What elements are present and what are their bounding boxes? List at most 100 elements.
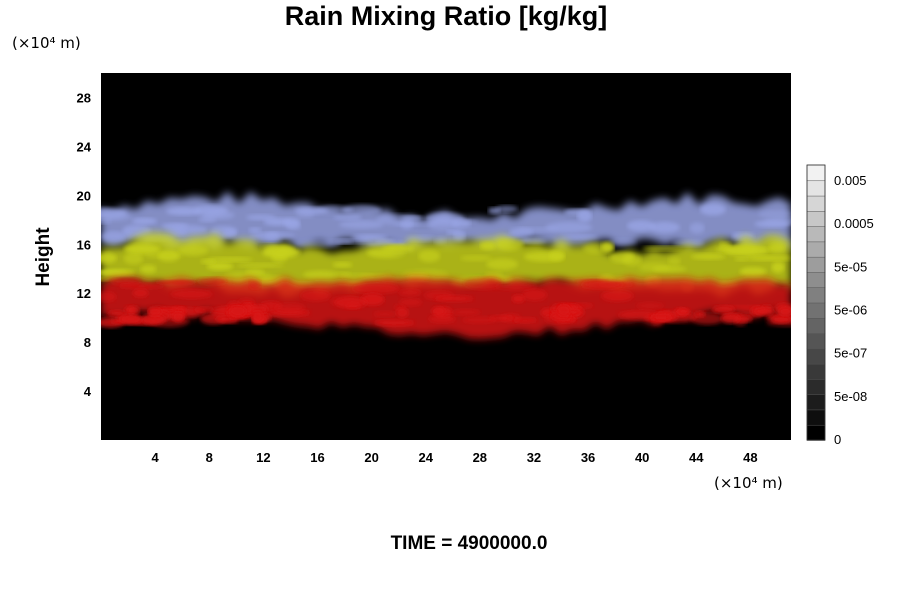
cloud-texture (110, 278, 141, 286)
cloud-texture (724, 245, 769, 256)
cloud-texture (453, 229, 466, 242)
y-tick-label: 8 (84, 335, 91, 350)
cloud-texture (485, 272, 503, 278)
colorbar-label: 5e-06 (834, 303, 867, 318)
cloud-texture (119, 314, 143, 325)
colorbar-swatch (806, 409, 826, 426)
colorbar-label: 5e-08 (834, 389, 867, 404)
y-tick-label: 12 (77, 286, 91, 301)
cloud-texture (351, 234, 388, 241)
colorbar-label: 0.0005 (834, 216, 874, 231)
colorbar-swatch (806, 241, 826, 258)
x-tick-label: 16 (310, 450, 324, 465)
colorbar: 0.005 0.0005 5e-05 5e-06 5e-07 5e-08 0 (806, 164, 874, 447)
y-tick-label: 28 (77, 90, 91, 105)
cloud-texture (400, 219, 414, 230)
x-tick-label: 28 (473, 450, 487, 465)
cloud-texture (720, 313, 741, 324)
cloud-texture (251, 311, 264, 323)
cloud-texture (758, 210, 791, 219)
cloud-texture (260, 243, 278, 250)
cloud-texture (206, 262, 234, 271)
cloud-texture (140, 264, 157, 274)
cloud-texture (667, 257, 681, 266)
cloud-texture (431, 306, 446, 316)
cloud-texture (178, 245, 209, 256)
cloud-texture (693, 311, 706, 318)
colorbar-swatch (806, 210, 826, 227)
x-tick-label: 48 (743, 450, 757, 465)
cloud-texture (601, 290, 634, 302)
colorbar-swatch (806, 424, 826, 441)
cloud-texture (494, 283, 539, 291)
cloud-texture (626, 220, 655, 232)
cloud-texture (434, 295, 475, 302)
colorbar-swatch (806, 225, 826, 243)
x-tick-label: 40 (635, 450, 649, 465)
cloud-texture (560, 234, 599, 240)
cloud-texture (132, 288, 149, 298)
cloud-texture (141, 313, 166, 325)
cloud-texture (118, 283, 165, 289)
cloud-texture (172, 311, 185, 323)
cloud-texture (649, 221, 680, 233)
cloud-texture (488, 207, 501, 214)
cloud-texture (207, 257, 253, 262)
cloud-texture (672, 240, 704, 247)
cloud-texture (496, 238, 524, 251)
x-tick-label: 32 (527, 450, 541, 465)
cloud-texture (373, 319, 416, 326)
colorbar-swatch (806, 332, 826, 350)
cloud-texture (609, 251, 635, 263)
cloud-texture (580, 280, 624, 289)
cloud-texture (123, 252, 144, 265)
cloud-texture (652, 266, 687, 272)
colorbar-frame (806, 164, 826, 441)
cloud-texture (700, 203, 726, 216)
cloud-texture (161, 223, 189, 229)
chart-title: Rain Mixing Ratio [kg/kg] (285, 1, 608, 31)
cloud-texture (649, 314, 673, 321)
time-label: TIME = 4900000.0 (391, 533, 548, 554)
cloud-texture (249, 280, 261, 290)
x-tick-label: 24 (418, 450, 433, 465)
cloud-texture (127, 305, 140, 316)
cloud-texture (101, 270, 128, 275)
cloud-texture (511, 294, 525, 303)
cloud-texture (294, 207, 329, 215)
cloud-texture (229, 305, 247, 317)
cloud-texture (463, 277, 503, 290)
colorbar-swatch (806, 195, 826, 212)
y-axis-label: Height (33, 227, 54, 287)
x-tick-label: 44 (689, 450, 704, 465)
cloud-texture (479, 242, 496, 250)
cloud-texture (249, 232, 296, 239)
cloud-texture (400, 215, 424, 220)
cloud-texture (778, 307, 791, 316)
colorbar-swatch (806, 393, 826, 411)
x-unit-label: (×10⁴ m) (714, 474, 783, 492)
plot-area (101, 73, 791, 440)
cloud-texture (248, 227, 262, 233)
x-tick-label: 12 (256, 450, 270, 465)
cloud-texture (154, 280, 198, 285)
colorbar-swatch (806, 378, 826, 395)
cloud-texture (771, 261, 785, 273)
cloud-texture (754, 307, 775, 316)
cloud-texture (124, 244, 161, 255)
cloud-texture (428, 314, 457, 323)
y-tick-label: 24 (77, 139, 92, 154)
x-ticks: 4 8 12 16 20 24 28 32 36 40 44 48 (152, 450, 758, 465)
cloud-texture (200, 259, 217, 264)
y-tick-label: 16 (77, 237, 91, 252)
cloud-texture (339, 220, 384, 229)
colorbar-swatch (806, 271, 826, 288)
colorbar-swatch (806, 286, 826, 304)
cloud-texture (101, 291, 117, 302)
x-tick-label: 4 (152, 450, 160, 465)
cloud-texture (396, 307, 409, 318)
colorbar-label: 0 (834, 432, 841, 447)
cloud-texture (711, 305, 736, 314)
cloud-texture (258, 237, 283, 242)
